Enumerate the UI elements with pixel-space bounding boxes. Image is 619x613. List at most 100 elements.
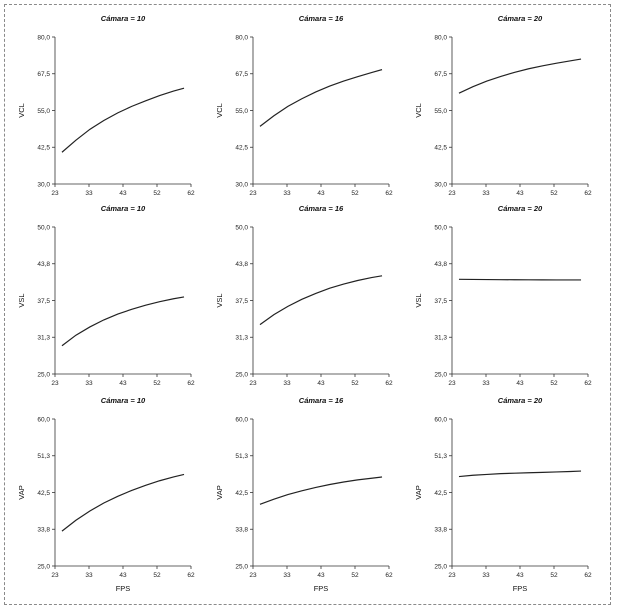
x-tick-label: 33 [482, 380, 490, 387]
x-tick-label: 43 [317, 190, 325, 197]
x-tick-label: 52 [153, 190, 161, 197]
y-axis-label: VSL [414, 293, 423, 307]
x-tick-label: 23 [51, 572, 59, 579]
series-line [259, 69, 383, 127]
x-axis-label: FPS [314, 584, 329, 593]
y-axis-label: VCL [215, 103, 224, 118]
y-tick-label: 50,0 [37, 224, 50, 231]
y-tick-label: 31,3 [434, 335, 447, 342]
y-tick-label: 42,5 [37, 145, 50, 152]
x-tick-label: 23 [51, 380, 59, 387]
y-tick-label: 67,5 [235, 71, 248, 78]
y-tick-label: 33,8 [434, 527, 447, 534]
y-tick-label: 60,0 [37, 416, 50, 423]
x-tick-label: 33 [85, 572, 93, 579]
x-tick-label: 43 [516, 190, 524, 197]
chart-panel-3: Cámara = 20 30,0 42,5 55,0 67,5 80,0 23 33 43 52 6… [414, 14, 592, 197]
y-tick-label: 55,0 [235, 108, 248, 115]
y-tick-label: 51,3 [37, 453, 50, 460]
x-tick-label: 43 [317, 572, 325, 579]
chart-panel-9: Cámara = 20 25,0 33,8 42,5 51,3 60,0 23 33 43 52 6… [414, 396, 592, 593]
x-tick-label: 23 [249, 572, 257, 579]
chart-title: Cámara = 20 [498, 396, 543, 405]
y-axis-label: VSL [17, 293, 26, 307]
y-tick-label: 25,0 [37, 371, 50, 378]
y-tick-label: 67,5 [37, 71, 50, 78]
y-tick-label: 80,0 [235, 34, 248, 41]
x-tick-label: 23 [51, 190, 59, 197]
chart-title: Cámara = 10 [101, 14, 146, 23]
y-tick-label: 67,5 [434, 71, 447, 78]
series-line [458, 58, 582, 94]
x-tick-label: 23 [448, 190, 456, 197]
y-tick-label: 80,0 [434, 34, 447, 41]
y-tick-label: 25,0 [434, 563, 447, 570]
chart-panel-6: Cámara = 20 25,0 31,3 37,5 43,8 50,0 23 33 43 52 6… [414, 204, 592, 387]
y-tick-label: 37,5 [434, 298, 447, 305]
y-tick-label: 55,0 [434, 108, 447, 115]
series-line [61, 87, 185, 153]
y-tick-label: 37,5 [235, 298, 248, 305]
y-axis-label: VAP [215, 485, 224, 499]
x-tick-label: 23 [448, 380, 456, 387]
x-tick-label: 43 [119, 572, 127, 579]
chart-panel-1: Cámara = 10 30,0 42,5 55,0 67,5 80,0 23 33 43 52 6… [17, 14, 195, 197]
x-tick-label: 23 [448, 572, 456, 579]
x-tick-label: 62 [187, 572, 195, 579]
x-tick-label: 33 [482, 190, 490, 197]
x-tick-label: 52 [550, 190, 558, 197]
y-tick-label: 37,5 [37, 298, 50, 305]
x-tick-label: 43 [317, 380, 325, 387]
y-tick-label: 42,5 [37, 490, 50, 497]
x-tick-label: 62 [385, 380, 393, 387]
y-tick-label: 25,0 [235, 563, 248, 570]
y-tick-label: 30,0 [235, 181, 248, 188]
y-tick-label: 43,8 [434, 261, 447, 268]
x-tick-label: 43 [516, 572, 524, 579]
x-tick-label: 43 [516, 380, 524, 387]
x-tick-label: 52 [550, 380, 558, 387]
x-tick-label: 52 [153, 572, 161, 579]
chart-panel-7: Cámara = 10 25,0 33,8 42,5 51,3 60,0 23 33 43 52 6… [17, 396, 195, 593]
series-line [458, 278, 582, 281]
y-tick-label: 60,0 [434, 416, 447, 423]
x-axis-label: FPS [116, 584, 131, 593]
y-axis-label: VAP [17, 485, 26, 499]
chart-title: Cámara = 20 [498, 14, 543, 23]
x-tick-label: 33 [482, 572, 490, 579]
x-tick-label: 52 [550, 572, 558, 579]
x-tick-label: 52 [351, 572, 359, 579]
y-tick-label: 43,8 [37, 261, 50, 268]
y-tick-label: 42,5 [235, 490, 248, 497]
y-tick-label: 25,0 [235, 371, 248, 378]
y-tick-label: 42,5 [434, 490, 447, 497]
chart-title: Cámara = 16 [299, 204, 344, 213]
y-tick-label: 30,0 [37, 181, 50, 188]
x-tick-label: 23 [249, 190, 257, 197]
y-axis-label: VCL [17, 103, 26, 118]
y-tick-label: 25,0 [434, 371, 447, 378]
x-tick-label: 43 [119, 380, 127, 387]
series-line [259, 275, 383, 326]
y-axis-label: VCL [414, 103, 423, 118]
x-tick-label: 52 [153, 380, 161, 387]
x-tick-label: 62 [584, 380, 592, 387]
y-tick-label: 33,8 [37, 527, 50, 534]
x-tick-label: 52 [351, 190, 359, 197]
x-tick-label: 62 [584, 190, 592, 197]
x-tick-label: 33 [85, 380, 93, 387]
x-tick-label: 52 [351, 380, 359, 387]
y-tick-label: 60,0 [235, 416, 248, 423]
chart-panel-5: Cámara = 16 25,0 31,3 37,5 43,8 50,0 23 33 43 52 6… [215, 204, 393, 387]
y-tick-label: 55,0 [37, 108, 50, 115]
chart-title: Cámara = 10 [101, 204, 146, 213]
chart-title: Cámara = 20 [498, 204, 543, 213]
y-tick-label: 25,0 [37, 563, 50, 570]
y-tick-label: 50,0 [434, 224, 447, 231]
y-tick-label: 42,5 [434, 145, 447, 152]
series-line [259, 476, 383, 505]
chart-panel-8: Cámara = 16 25,0 33,8 42,5 51,3 60,0 23 33 43 52 6… [215, 396, 393, 593]
figure-frame [4, 4, 611, 605]
y-tick-label: 50,0 [235, 224, 248, 231]
